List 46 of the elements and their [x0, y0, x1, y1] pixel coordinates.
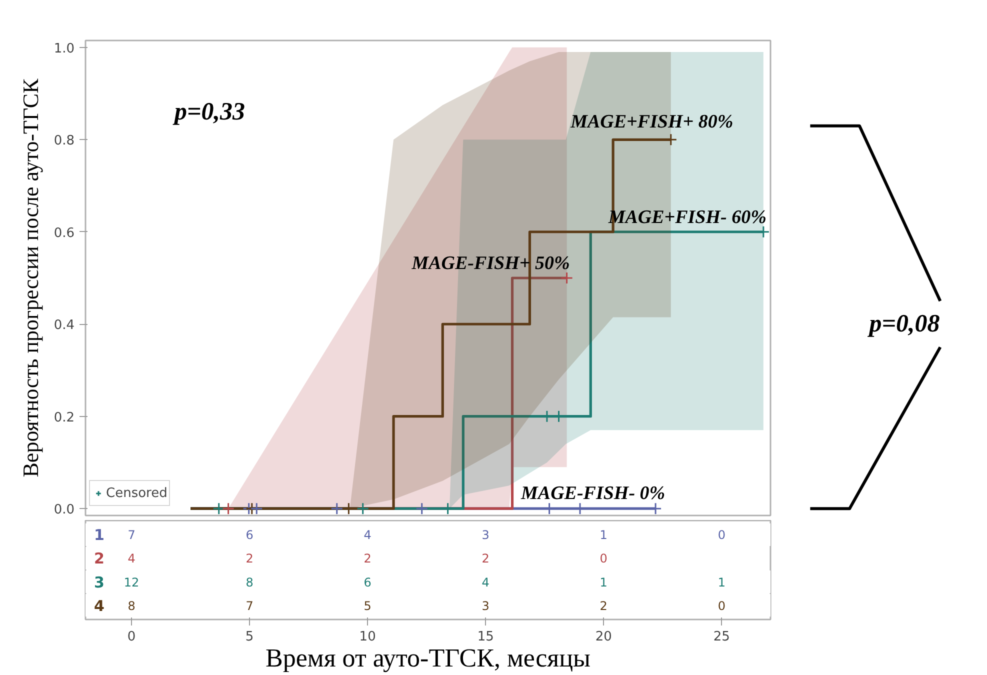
- y-tick-label: 0.0: [54, 502, 75, 518]
- data-label: 4: [364, 528, 372, 542]
- data-label: 0: [718, 528, 726, 542]
- data-label: 2: [364, 552, 372, 566]
- y-axis-title: Вероятность прогрессии после ауто-ТГСК: [18, 78, 43, 478]
- data-label: 12: [124, 575, 140, 590]
- annotation: p=0,33: [172, 98, 246, 126]
- x-axis-title: Время от ауто-ТГСК, месяцы: [266, 644, 591, 672]
- annotation: MAGE+FISH+ 80%: [570, 112, 734, 133]
- x-tick-label: 25: [713, 630, 730, 644]
- data-label: 2: [600, 598, 608, 613]
- y-tick-label: 0.2: [54, 410, 75, 426]
- data-label: 3: [482, 598, 490, 613]
- data-label: 6: [246, 528, 254, 542]
- data-label: 2: [482, 552, 490, 566]
- data-label: 5: [364, 598, 372, 613]
- data-label: 1: [600, 528, 608, 542]
- data-label: 3: [482, 528, 490, 542]
- y-tick-label: 2: [94, 550, 104, 568]
- text: p=0,08: [867, 310, 940, 338]
- data-label: 8: [246, 575, 254, 590]
- y-tick-label: 3: [94, 573, 104, 592]
- data-label: 7: [246, 598, 254, 613]
- data-label: 7: [128, 528, 136, 542]
- x-tick-label: 5: [245, 630, 254, 644]
- data-label: 2: [246, 552, 254, 566]
- data-label: 4: [128, 552, 136, 566]
- y-tick-label: 1.0: [54, 41, 75, 56]
- legend-label: Censored: [106, 486, 168, 501]
- x-tick-label: 15: [477, 630, 494, 644]
- data-label: 6: [364, 575, 372, 590]
- data-label: 0: [718, 598, 726, 613]
- annotation: MAGE-FISH- 0%: [520, 482, 666, 504]
- y-tick-label: 1: [94, 526, 104, 544]
- data-label: 8: [128, 598, 136, 613]
- data-label: 1: [600, 575, 608, 590]
- data-label: 0: [600, 552, 608, 566]
- x-tick-label: 0: [127, 630, 136, 644]
- x-tick-label: 20: [595, 630, 612, 644]
- data-label: 4: [482, 575, 490, 590]
- y-tick-label: 4: [94, 596, 104, 615]
- y-tick-label: 0.8: [54, 134, 75, 149]
- y-tick-label: 0.6: [54, 226, 75, 241]
- data-label: 1: [718, 575, 726, 590]
- y-tick-label: 0.4: [54, 318, 75, 334]
- x-tick-label: 10: [359, 630, 376, 644]
